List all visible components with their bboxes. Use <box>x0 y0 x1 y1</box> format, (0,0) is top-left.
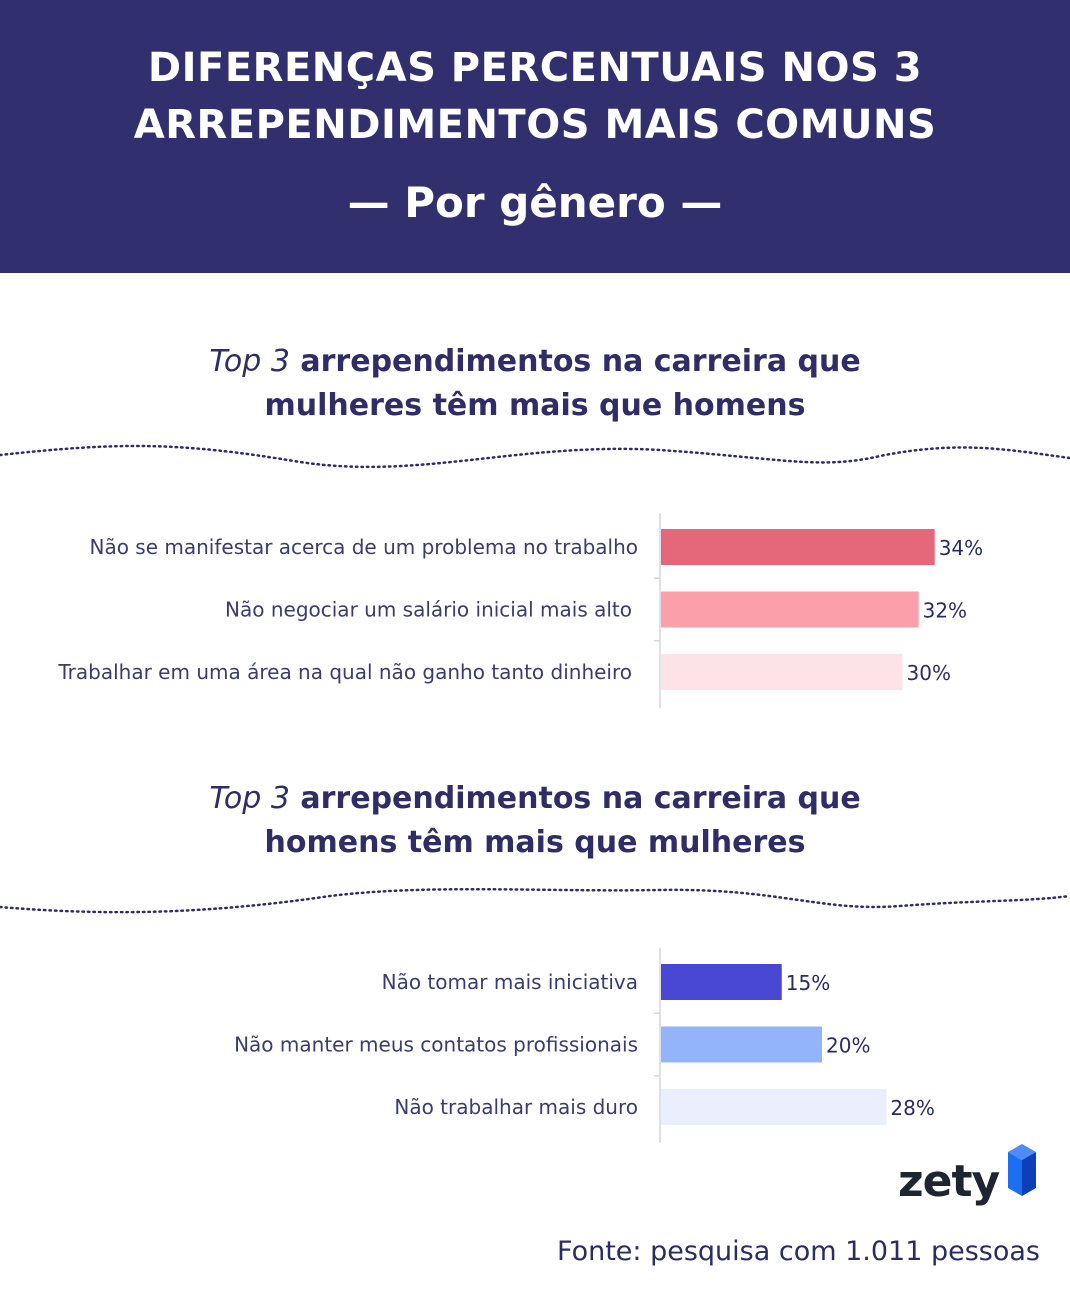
header-banner: DIFERENÇAS PERCENTUAIS NOS 3 ARREPENDIME… <box>0 0 1070 273</box>
bar <box>661 1089 887 1125</box>
bar <box>661 591 919 628</box>
category-label: Não tomar mais iniciativa <box>382 970 638 994</box>
page-subtitle: — Por gênero — <box>347 178 723 227</box>
bar <box>661 964 782 1000</box>
page-title-line2: ARREPENDIMENTOS MAIS COMUNS <box>133 102 937 148</box>
section-title-line1: arrependimentos na carreira que <box>289 344 861 379</box>
section-title-line2: homens têm mais que mulheres <box>264 825 806 860</box>
section-title-women: Top 3 arrependimentos na carreira que mu… <box>0 340 1070 428</box>
bar-chart-women: Não se manifestar acerca de um problema … <box>57 513 983 708</box>
category-label: Não se manifestar acerca de um problema … <box>89 535 638 559</box>
category-label: Não negociar um salário inicial mais alt… <box>225 598 632 622</box>
page-title: DIFERENÇAS PERCENTUAIS NOS 3 ARREPENDIME… <box>0 40 1070 154</box>
source-note: Fonte: pesquisa com 1.011 pessoas <box>557 1236 1040 1267</box>
bar <box>661 529 935 565</box>
data-label: 28% <box>890 1096 934 1120</box>
dotted-wave-divider <box>0 887 1070 914</box>
section-title-line1: arrependimentos na carreira que <box>289 781 861 816</box>
data-label: 30% <box>907 661 951 685</box>
data-label: 32% <box>923 599 967 623</box>
category-label: Trabalhar em uma área na qual não ganho … <box>57 660 632 684</box>
section-title-men: Top 3 arrependimentos na carreira que ho… <box>0 777 1070 865</box>
zety-logo: zety <box>898 1142 1038 1212</box>
section-title-italic: Top 3 <box>209 344 290 379</box>
data-label: 15% <box>786 971 830 995</box>
data-label: 34% <box>939 536 983 560</box>
chart-men: Não tomar mais iniciativa 15% Não manter m… <box>0 940 1070 1150</box>
category-label: Não trabalhar mais duro <box>394 1095 638 1119</box>
logo-text: zety <box>898 1156 1000 1207</box>
dotted-wave-divider <box>0 444 1070 469</box>
bar <box>661 1026 822 1063</box>
section-title-italic: Top 3 <box>209 781 290 816</box>
zety-logo-icon <box>1008 1144 1036 1196</box>
page-title-line1: DIFERENÇAS PERCENTUAIS NOS 3 <box>147 45 923 91</box>
bar-chart-men: Não tomar mais iniciativa 15% Não manter m… <box>234 948 935 1143</box>
category-label: Não manter meus contatos profissionais <box>234 1033 638 1057</box>
chart-women: Não se manifestar acerca de um problema … <box>0 505 1070 715</box>
section-title-line2: mulheres têm mais que homens <box>264 388 806 423</box>
bar <box>661 654 903 690</box>
data-label: 20% <box>826 1034 870 1058</box>
